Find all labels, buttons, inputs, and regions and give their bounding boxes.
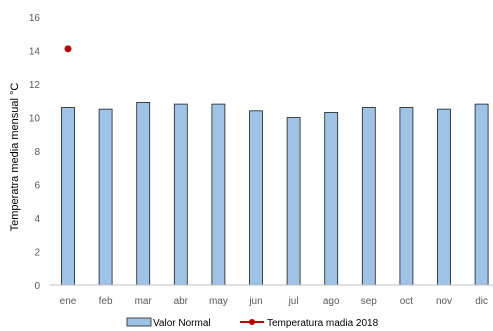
bar-ago xyxy=(324,112,339,286)
y-tick-label: 12 xyxy=(29,80,41,91)
legend-label-valor-normal: Valor Normal xyxy=(153,318,211,329)
bar-nov xyxy=(437,108,451,286)
bar-feb xyxy=(98,108,113,286)
legend-swatch-valor-normal xyxy=(126,317,152,327)
line-series-temperatura-2018 xyxy=(64,45,72,53)
bar-abr xyxy=(173,103,188,286)
x-tick-label-ago: ago xyxy=(323,296,340,307)
x-tick-label-jul: jul xyxy=(288,296,299,307)
bar-oct xyxy=(399,107,414,286)
legend-label-temperatura: Temperatura madia 2018 xyxy=(267,318,379,329)
y-axis-label: Temperatra media mensual °C xyxy=(9,83,21,232)
x-tick-label-nov: nov xyxy=(436,296,452,307)
bar-ene xyxy=(61,107,75,286)
x-tick-label-dic: dic xyxy=(475,296,488,307)
y-tick-label: 8 xyxy=(34,147,40,158)
point-ene xyxy=(64,45,72,53)
x-tick-label-oct: oct xyxy=(400,296,414,307)
x-tick-label-mar: mar xyxy=(135,296,153,307)
y-axis-ticks: 0 2 4 6 8 10 12 14 16 xyxy=(29,13,41,292)
y-tick-label: 4 xyxy=(34,214,40,225)
bar-jul xyxy=(286,117,301,286)
bar-jun xyxy=(249,110,263,286)
bar-sep xyxy=(361,107,376,286)
y-tick-label: 10 xyxy=(29,114,41,125)
bar-dic xyxy=(474,103,489,286)
x-tick-label-may: may xyxy=(209,296,228,307)
bar-may xyxy=(211,103,226,286)
x-tick-label-ene: ene xyxy=(60,296,77,307)
bar-series-valor-normal xyxy=(61,102,489,286)
y-tick-label: 0 xyxy=(34,281,40,292)
y-tick-label: 2 xyxy=(34,248,40,259)
x-axis-ticks: ene feb mar abr may jun jul ago sep oct nov dic xyxy=(60,296,488,307)
legend-marker-temperatura xyxy=(249,319,255,325)
x-tick-label-jun: jun xyxy=(248,296,262,307)
x-tick-label-feb: feb xyxy=(99,296,113,307)
bar-mar xyxy=(136,102,151,286)
legend: Valor Normal Temperatura madia 2018 xyxy=(126,317,379,329)
x-tick-label-sep: sep xyxy=(361,296,378,307)
y-tick-label: 16 xyxy=(29,13,41,24)
x-tick-label-abr: abr xyxy=(174,296,189,307)
y-tick-label: 6 xyxy=(34,181,40,192)
y-tick-label: 14 xyxy=(29,47,41,58)
